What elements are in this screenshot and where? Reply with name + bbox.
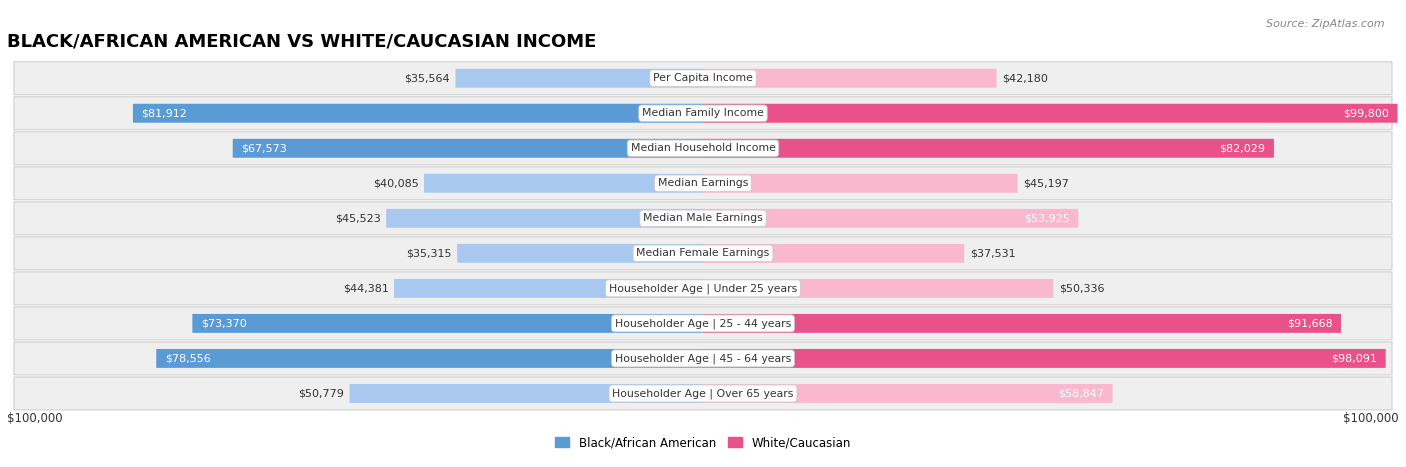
Text: Householder Age | Over 65 years: Householder Age | Over 65 years	[612, 388, 794, 399]
Text: Householder Age | 45 - 64 years: Householder Age | 45 - 64 years	[614, 353, 792, 364]
FancyBboxPatch shape	[14, 62, 1392, 95]
FancyBboxPatch shape	[14, 272, 1392, 305]
FancyBboxPatch shape	[703, 349, 1386, 368]
FancyBboxPatch shape	[14, 377, 1392, 410]
FancyBboxPatch shape	[156, 349, 703, 368]
Text: Median Earnings: Median Earnings	[658, 178, 748, 188]
FancyBboxPatch shape	[703, 104, 1398, 123]
Text: $40,085: $40,085	[373, 178, 419, 188]
Text: $78,556: $78,556	[165, 354, 211, 363]
FancyBboxPatch shape	[703, 244, 965, 263]
FancyBboxPatch shape	[387, 209, 703, 228]
FancyBboxPatch shape	[14, 237, 1392, 270]
Text: $67,573: $67,573	[240, 143, 287, 153]
Text: $45,523: $45,523	[335, 213, 381, 223]
Text: $42,180: $42,180	[1002, 73, 1047, 83]
FancyBboxPatch shape	[193, 314, 703, 333]
FancyBboxPatch shape	[14, 342, 1392, 375]
Text: Per Capita Income: Per Capita Income	[652, 73, 754, 83]
Text: Median Household Income: Median Household Income	[630, 143, 776, 153]
Text: Householder Age | Under 25 years: Householder Age | Under 25 years	[609, 283, 797, 294]
Text: $73,370: $73,370	[201, 318, 246, 328]
Text: Median Female Earnings: Median Female Earnings	[637, 248, 769, 258]
FancyBboxPatch shape	[14, 167, 1392, 200]
FancyBboxPatch shape	[350, 384, 703, 403]
FancyBboxPatch shape	[233, 139, 703, 158]
Text: $91,668: $91,668	[1286, 318, 1333, 328]
FancyBboxPatch shape	[703, 384, 1112, 403]
Text: $100,000: $100,000	[1343, 412, 1399, 425]
Text: $81,912: $81,912	[141, 108, 187, 118]
Text: BLACK/AFRICAN AMERICAN VS WHITE/CAUCASIAN INCOME: BLACK/AFRICAN AMERICAN VS WHITE/CAUCASIA…	[7, 33, 596, 51]
Text: $44,381: $44,381	[343, 283, 388, 293]
Text: Median Male Earnings: Median Male Earnings	[643, 213, 763, 223]
FancyBboxPatch shape	[14, 97, 1392, 130]
FancyBboxPatch shape	[14, 307, 1392, 340]
FancyBboxPatch shape	[703, 174, 1018, 193]
Legend: Black/African American, White/Caucasian: Black/African American, White/Caucasian	[551, 432, 855, 454]
Text: Householder Age | 25 - 44 years: Householder Age | 25 - 44 years	[614, 318, 792, 329]
FancyBboxPatch shape	[134, 104, 703, 123]
Text: $45,197: $45,197	[1024, 178, 1069, 188]
Text: $82,029: $82,029	[1219, 143, 1265, 153]
FancyBboxPatch shape	[394, 279, 703, 298]
Text: $58,847: $58,847	[1059, 389, 1104, 398]
FancyBboxPatch shape	[703, 139, 1274, 158]
FancyBboxPatch shape	[703, 279, 1053, 298]
Text: $35,564: $35,564	[405, 73, 450, 83]
Text: $50,336: $50,336	[1059, 283, 1104, 293]
Text: $50,779: $50,779	[298, 389, 344, 398]
Text: $98,091: $98,091	[1331, 354, 1378, 363]
Text: $53,925: $53,925	[1024, 213, 1070, 223]
Text: $99,800: $99,800	[1343, 108, 1389, 118]
Text: Median Family Income: Median Family Income	[643, 108, 763, 118]
FancyBboxPatch shape	[14, 132, 1392, 165]
FancyBboxPatch shape	[703, 209, 1078, 228]
Text: $37,531: $37,531	[970, 248, 1015, 258]
FancyBboxPatch shape	[703, 314, 1341, 333]
FancyBboxPatch shape	[457, 244, 703, 263]
FancyBboxPatch shape	[14, 202, 1392, 235]
Text: $35,315: $35,315	[406, 248, 451, 258]
FancyBboxPatch shape	[703, 69, 997, 88]
FancyBboxPatch shape	[425, 174, 703, 193]
Text: $100,000: $100,000	[7, 412, 63, 425]
Text: Source: ZipAtlas.com: Source: ZipAtlas.com	[1267, 19, 1385, 28]
FancyBboxPatch shape	[456, 69, 703, 88]
